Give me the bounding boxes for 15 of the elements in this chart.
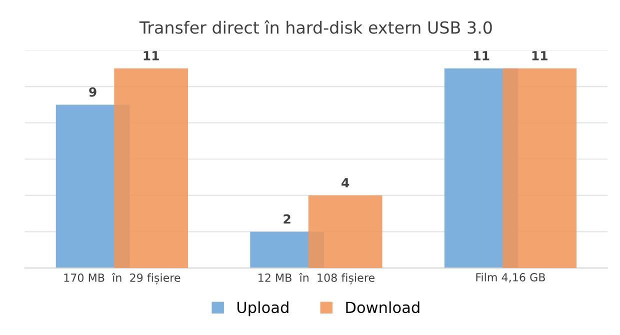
data-label: 11 (474, 51, 490, 60)
data-label: 11 (532, 51, 548, 60)
bar (502, 68, 577, 268)
data-label: 9 (89, 87, 96, 97)
bar (308, 195, 382, 268)
legend-label: Download (346, 301, 420, 314)
data-label: 11 (144, 51, 159, 60)
x-tick-label: Film 4,16 GB (476, 272, 545, 283)
chart-title: Transfer direct în hard-disk extern USB 3.0 (139, 20, 492, 34)
legend-label: Upload (238, 301, 288, 316)
data-label: 4 (342, 178, 350, 188)
bar (114, 68, 188, 268)
x-tick-label: 170 MB în 29 fișiere (64, 272, 180, 284)
data-label: 2 (284, 214, 290, 224)
x-tick-label: 12 MB în 108 fișiere (258, 272, 374, 284)
